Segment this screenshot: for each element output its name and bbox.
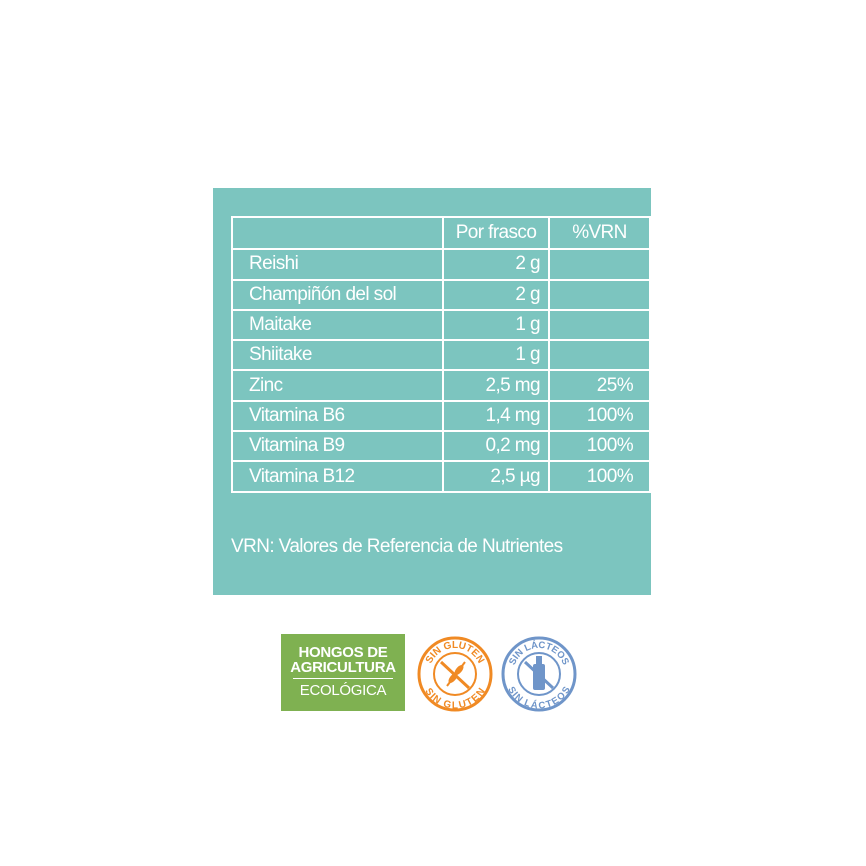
amount-per-bottle: 1 g	[442, 339, 550, 372]
nutrition-table: Por frasco %VRN Reishi 2 g Champiñón del s…	[231, 215, 651, 493]
amount-per-bottle: 1,4 mg	[442, 399, 550, 433]
nutrient-name: Vitamina B12	[231, 460, 444, 493]
nutrient-name: Reishi	[231, 248, 444, 281]
vrn-percent: 25%	[548, 369, 651, 402]
nutrient-name: Vitamina B9	[231, 430, 444, 463]
gluten-text-bottom: SIN GLUTEN	[422, 686, 487, 711]
dairy-free-badge: SIN LÁCTEOS SIN LÁCTEOS	[501, 636, 577, 712]
table-row: Vitamina B12 2,5 µg 100%	[231, 460, 651, 493]
amount-per-bottle: 2 g	[442, 248, 550, 281]
amount-per-bottle: 2,5 µg	[442, 460, 550, 493]
nutrient-name: Shiitake	[231, 339, 444, 372]
table-row: Reishi 2 g	[231, 248, 651, 281]
nutrient-name: Maitake	[231, 308, 444, 342]
table-row: Vitamina B6 1,4 mg 100%	[231, 399, 651, 433]
organic-line1: HONGOS DE	[298, 644, 388, 661]
vrn-percent: 100%	[548, 460, 651, 493]
header-empty	[231, 215, 444, 251]
organic-line2: AGRICULTURA	[290, 659, 396, 676]
nutrition-panel: Por frasco %VRN Reishi 2 g Champiñón del s…	[213, 188, 651, 595]
vrn-percent	[548, 248, 651, 281]
vrn-percent	[548, 339, 651, 372]
amount-per-bottle: 2,5 mg	[442, 369, 550, 402]
vrn-percent: 100%	[548, 430, 651, 463]
nutrient-name: Champiñón del sol	[231, 278, 444, 311]
divider	[293, 678, 393, 679]
header-per-bottle: Por frasco	[442, 215, 550, 251]
amount-per-bottle: 1 g	[442, 308, 550, 342]
header-vrn: %VRN	[548, 215, 651, 251]
amount-per-bottle: 2 g	[442, 278, 550, 311]
table-row: Vitamina B9 0,2 mg 100%	[231, 430, 651, 463]
table-row: Champiñón del sol 2 g	[231, 278, 651, 311]
wheat-crossed-icon	[439, 660, 471, 690]
bottle-crossed-icon	[523, 656, 555, 690]
vrn-note: VRN: Valores de Referencia de Nutrientes	[231, 536, 563, 557]
vrn-percent: 100%	[548, 399, 651, 433]
table-row: Maitake 1 g	[231, 308, 651, 342]
amount-per-bottle: 0,2 mg	[442, 430, 550, 463]
organic-badge: HONGOS DE AGRICULTURA ECOLÓGICA	[281, 634, 405, 711]
nutrient-name: Zinc	[231, 369, 444, 402]
nutrient-name: Vitamina B6	[231, 399, 444, 433]
organic-line3: ECOLÓGICA	[299, 682, 387, 699]
table-row: Zinc 2,5 mg 25%	[231, 369, 651, 402]
table-header: Por frasco %VRN	[231, 215, 651, 251]
table-row: Shiitake 1 g	[231, 339, 651, 372]
vrn-percent	[548, 308, 651, 342]
gluten-free-badge: SIN GLUTEN SIN GLUTEN	[417, 636, 493, 712]
vrn-percent	[548, 278, 651, 311]
